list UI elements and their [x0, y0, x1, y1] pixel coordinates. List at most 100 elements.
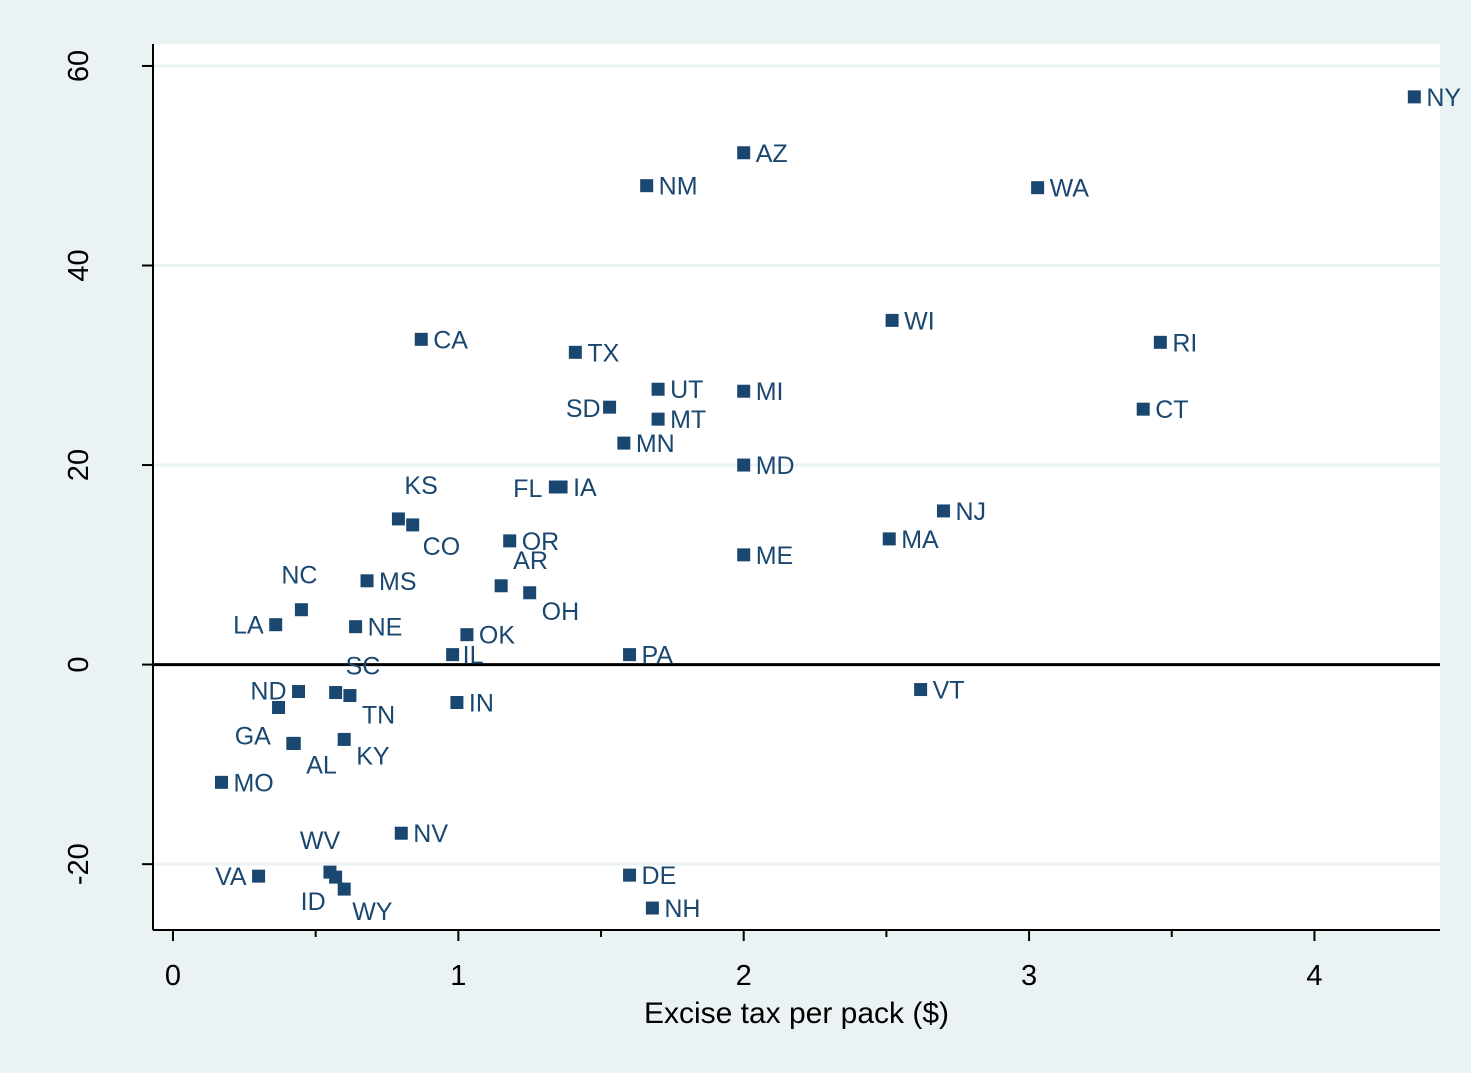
- point-label-va: VA: [215, 863, 247, 891]
- point-label-wv: WV: [300, 827, 341, 855]
- axis-layer: -20 0 20 40 60 0 1 2 3 4: [63, 44, 1440, 992]
- point-label-nm: NM: [659, 173, 698, 201]
- data-point-ny: [1407, 90, 1421, 104]
- data-point-or: [503, 534, 517, 548]
- point-label-ar: AR: [513, 547, 548, 575]
- data-point-wi: [885, 313, 899, 327]
- point-label-ks: KS: [404, 472, 437, 500]
- point-label-nc: NC: [281, 562, 317, 590]
- point-label-ky: KY: [356, 742, 390, 770]
- point-label-az: AZ: [756, 140, 788, 168]
- data-point-al: [287, 736, 301, 750]
- data-point-ne: [349, 620, 363, 634]
- data-point-nm: [640, 179, 654, 193]
- point-label-or: OR: [522, 528, 560, 556]
- data-point-mi: [737, 384, 751, 398]
- point-label-co: CO: [423, 533, 461, 561]
- point-label-nv: NV: [413, 820, 448, 848]
- point-label-la: LA: [233, 612, 264, 640]
- data-point-ks: [391, 512, 405, 526]
- point-label-ma: MA: [901, 526, 939, 554]
- x-tick-label: 1: [450, 960, 466, 992]
- point-label-mi: MI: [756, 378, 784, 406]
- point-label-id: ID: [301, 888, 326, 916]
- point-label-wi: WI: [904, 307, 935, 335]
- point-label-nh: NH: [664, 895, 700, 923]
- y-tick-label: 60: [63, 50, 95, 82]
- data-point-ma: [882, 532, 896, 546]
- data-point-ca: [414, 332, 428, 346]
- data-point-sd: [603, 400, 617, 414]
- data-point-mn: [617, 436, 631, 450]
- point-label-ok: OK: [479, 622, 515, 650]
- point-label-vt: VT: [933, 677, 965, 705]
- data-point-ri: [1153, 335, 1167, 349]
- point-label-al: AL: [306, 751, 337, 779]
- point-label-ny: NY: [1426, 84, 1461, 112]
- y-tick-label: -20: [63, 843, 95, 885]
- data-point-va: [252, 869, 266, 883]
- data-point-la: [269, 618, 283, 632]
- x-tick-label: 4: [1306, 960, 1322, 992]
- data-point-de: [623, 868, 637, 882]
- point-label-md: MD: [756, 452, 795, 480]
- data-point-unlabeled-37: [272, 701, 286, 715]
- data-point-id: [329, 870, 343, 884]
- data-point-wa: [1031, 181, 1045, 195]
- data-point-az: [737, 146, 751, 160]
- y-tick-label: 40: [63, 249, 95, 281]
- point-label-sd: SD: [566, 395, 601, 423]
- data-point-me: [737, 548, 751, 562]
- data-point-md: [737, 458, 751, 472]
- point-label-ga: GA: [235, 722, 271, 750]
- data-point-tn: [343, 689, 357, 703]
- point-label-mn: MN: [636, 430, 675, 458]
- data-point-ky: [337, 732, 351, 746]
- y-tick-label: 20: [63, 449, 95, 481]
- point-label-nd: ND: [250, 678, 286, 706]
- point-label-ia: IA: [573, 474, 597, 502]
- point-label-nj: NJ: [955, 498, 986, 526]
- data-point-nv: [394, 826, 408, 840]
- point-label-sc: SC: [346, 653, 381, 681]
- point-label-tn: TN: [362, 702, 395, 730]
- point-label-tx: TX: [587, 339, 619, 367]
- data-point-il: [446, 648, 460, 662]
- data-point-co: [406, 518, 420, 532]
- data-point-nd: [292, 685, 306, 699]
- data-point-ms: [360, 574, 374, 588]
- data-point-nh: [645, 901, 659, 915]
- y-tick-label: 0: [63, 657, 95, 673]
- data-point-tx: [568, 345, 582, 359]
- data-point-oh: [523, 586, 537, 600]
- point-label-wy: WY: [352, 898, 393, 926]
- data-point-nc: [294, 603, 308, 617]
- data-point-vt: [914, 683, 928, 697]
- point-label-ms: MS: [379, 568, 417, 596]
- point-label-ut: UT: [670, 376, 703, 404]
- data-point-wy: [337, 882, 351, 896]
- data-point-ct: [1136, 402, 1150, 416]
- point-label-ct: CT: [1155, 396, 1188, 424]
- grid-layer: [153, 64, 1440, 866]
- point-label-de: DE: [642, 862, 677, 890]
- point-label-mo: MO: [233, 769, 273, 797]
- data-point-pa: [623, 648, 637, 662]
- point-label-me: ME: [756, 542, 794, 570]
- point-label-mt: MT: [670, 406, 706, 434]
- x-tick-label: 3: [1021, 960, 1037, 992]
- point-label-oh: OH: [542, 598, 580, 626]
- data-point-ia: [554, 480, 568, 494]
- point-label-ri: RI: [1172, 329, 1197, 357]
- point-label-ca: CA: [433, 326, 468, 354]
- data-point-ar: [494, 579, 508, 593]
- point-label-ne: NE: [368, 614, 403, 642]
- data-point-ut: [651, 382, 665, 396]
- data-point-in: [450, 696, 464, 710]
- plot-area: [153, 44, 1440, 930]
- x-tick-label: 2: [736, 960, 752, 992]
- point-label-il: IL: [463, 642, 484, 670]
- data-point-mt: [651, 412, 665, 426]
